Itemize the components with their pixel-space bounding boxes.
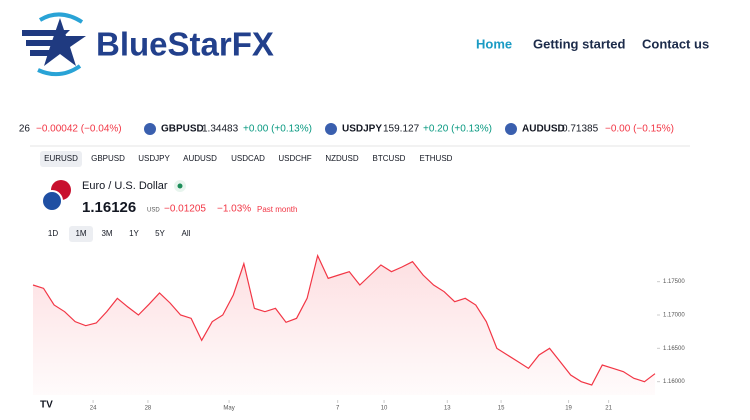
nav-link[interactable]: Contact us (642, 36, 709, 51)
nav-link[interactable]: Getting started (533, 36, 626, 51)
ticker-change: +0.20 (+0.13%) (423, 124, 492, 135)
range-button[interactable]: 1Y (129, 229, 139, 238)
symbol-tab[interactable]: GBPUSD (91, 154, 125, 163)
quote-currency: USD (147, 208, 160, 214)
symbol-tab[interactable]: EURUSD (44, 154, 78, 163)
x-tick-label: 19 (565, 406, 572, 412)
ticker-change: −0.00042 (−0.04%) (36, 124, 122, 135)
flag (325, 123, 337, 135)
area-fill (33, 255, 655, 395)
quote-change-pct: −1.03% (217, 204, 251, 215)
range-active-bg (69, 226, 93, 242)
quote-period: Past month (257, 205, 297, 214)
symbol-tab[interactable]: USDCHF (278, 154, 311, 163)
range-button[interactable]: 5Y (155, 229, 165, 238)
x-tick-label: 10 (381, 406, 388, 412)
quote-change: −0.01205 (164, 204, 206, 215)
flag (505, 123, 517, 135)
x-tick-label: 21 (605, 406, 612, 412)
y-tick-label: 1.17000 (663, 313, 685, 319)
ticker-price: 159.127 (383, 124, 420, 135)
ticker-price: 1.34483 (202, 124, 239, 135)
range-button[interactable]: 3M (101, 229, 112, 238)
status-dot (177, 183, 183, 189)
range-button[interactable]: All (182, 229, 191, 238)
ticker-price: 26 (19, 124, 31, 135)
flag (144, 123, 156, 135)
x-tick-label: 28 (145, 406, 152, 412)
logo-icon (22, 12, 86, 77)
x-tick-label: 13 (444, 406, 451, 412)
symbol-tab[interactable]: NZDUSD (325, 154, 359, 163)
nav-link[interactable]: Home (476, 36, 512, 51)
y-tick-label: 1.16500 (663, 346, 685, 352)
x-tick-label: 7 (336, 406, 340, 412)
x-tick-label: 24 (90, 406, 97, 412)
ticker-symbol: AUDUSD (522, 124, 565, 135)
x-tick-label: May (223, 406, 234, 412)
x-tick-label: 15 (498, 406, 505, 412)
ticker-price: 0.71385 (562, 124, 599, 135)
range-button[interactable]: 1M (75, 229, 86, 238)
range-button[interactable]: 1D (48, 229, 58, 238)
logo-text: BlueStarFX (96, 26, 274, 63)
tab-active-bg (40, 151, 82, 167)
symbol-tab[interactable]: USDJPY (138, 154, 170, 163)
ticker-change: +0.00 (+0.13%) (243, 124, 312, 135)
flag-eu (41, 190, 63, 212)
ticker-change: −0.00 (−0.15%) (605, 124, 674, 135)
symbol-tab[interactable]: BTCUSD (373, 154, 406, 163)
quote-name: Euro / U.S. Dollar (82, 180, 168, 192)
symbol-tab[interactable]: ETHUSD (420, 154, 453, 163)
tv-logo: TV (40, 400, 53, 411)
quote-price: 1.16126 (82, 199, 136, 216)
symbol-tab[interactable]: USDCAD (231, 154, 265, 163)
symbol-tab[interactable]: AUDUSD (183, 154, 217, 163)
price-line (32, 253, 656, 386)
ticker-symbol: USDJPY (342, 124, 382, 135)
y-tick-label: 1.17500 (663, 279, 685, 285)
ticker-symbol: GBPUSD (161, 124, 204, 135)
y-tick-label: 1.16000 (663, 379, 685, 385)
